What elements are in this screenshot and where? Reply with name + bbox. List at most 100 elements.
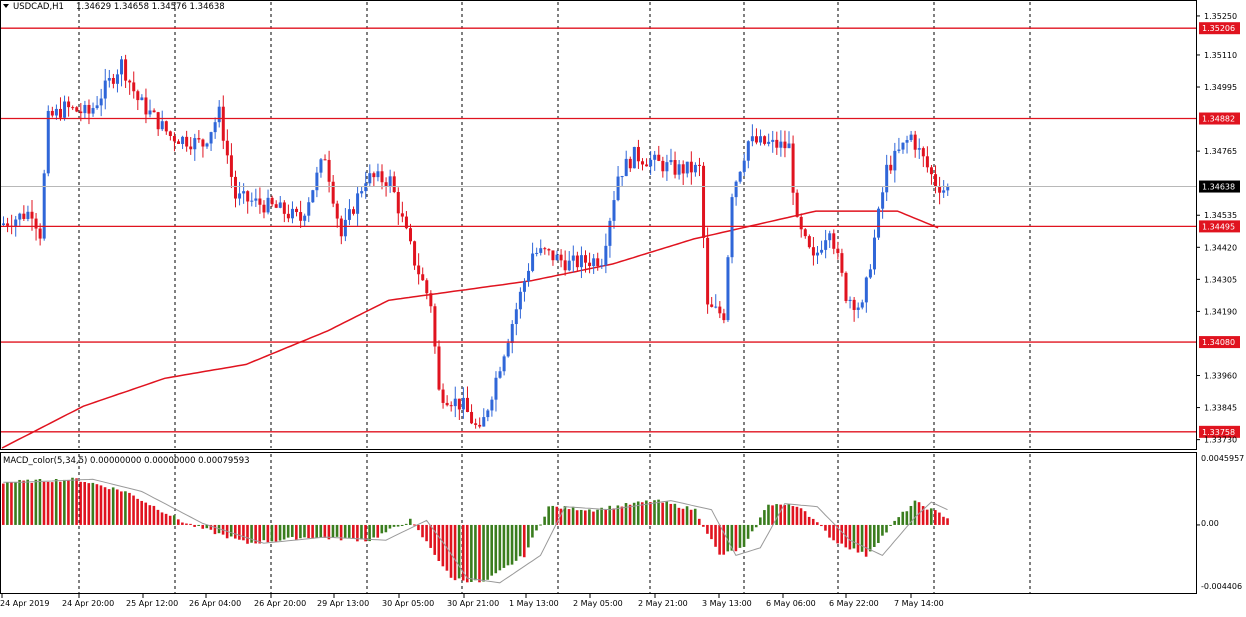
macd-bar: [897, 517, 900, 525]
macd-bar: [632, 502, 636, 525]
macd-bar: [54, 479, 58, 525]
candle-body: [539, 248, 543, 253]
macd-bar: [315, 524, 318, 538]
candle-body: [50, 110, 54, 116]
macd-bar: [795, 506, 799, 525]
candle-body: [816, 252, 819, 256]
macd-bar: [490, 524, 493, 576]
macd-bar: [714, 524, 717, 547]
candle-body: [14, 219, 18, 227]
macd-bar: [799, 508, 803, 525]
candle-body: [67, 101, 71, 108]
candle-body: [608, 220, 612, 246]
macd-bar: [881, 524, 884, 536]
macd-bar: [266, 524, 270, 543]
candle-body: [592, 258, 596, 267]
macd-bar: [168, 515, 172, 525]
price-tick-label: 1.33730: [1204, 436, 1237, 445]
candle-body: [482, 417, 486, 427]
macd-scale-bottom: -0.004406: [1201, 582, 1242, 591]
candle-body: [547, 249, 551, 251]
candle-body: [901, 142, 905, 150]
macd-bar: [58, 481, 62, 525]
level-price-tag: [1199, 22, 1240, 35]
candle-body: [730, 197, 734, 258]
candle-body: [897, 149, 901, 151]
candle-body: [177, 141, 181, 144]
macd-bar: [404, 523, 408, 525]
macd-bar: [156, 509, 160, 525]
macd-bar: [14, 481, 17, 525]
candle-body: [559, 254, 563, 261]
macd-bar: [909, 505, 913, 525]
candle-body: [844, 272, 848, 301]
macd-bar: [290, 524, 294, 537]
macd-bar: [197, 524, 200, 526]
macd-bar: [901, 511, 905, 525]
macd-bar: [832, 524, 835, 541]
candle-body: [746, 141, 750, 161]
candle-body: [889, 164, 893, 171]
macd-bar: [148, 505, 152, 525]
macd-bar: [938, 512, 941, 525]
macd-bar: [934, 510, 937, 525]
macd-bar: [343, 524, 347, 539]
candle-body: [718, 306, 722, 314]
candle-body: [624, 158, 628, 177]
candle-body: [942, 190, 946, 193]
macd-bar: [242, 524, 245, 541]
macd-bar: [697, 518, 701, 525]
candle-body: [254, 198, 258, 201]
candle-body: [856, 307, 860, 310]
macd-bar: [140, 500, 143, 525]
macd-bar: [107, 489, 111, 525]
macd-bar: [872, 524, 876, 547]
macd-bar: [864, 524, 868, 557]
dropdown-triangle-icon[interactable]: [3, 4, 9, 8]
macd-bar: [177, 519, 180, 525]
candle-body: [807, 236, 811, 248]
candle-body: [185, 136, 189, 147]
time-tick-label: 26 Apr 20:00: [254, 599, 306, 608]
macd-bar: [706, 524, 709, 534]
macd-bar: [848, 524, 852, 550]
candle-body: [681, 164, 685, 174]
candle-body: [734, 181, 738, 198]
macd-bar: [738, 524, 742, 548]
price-tick-label: 1.34305: [1204, 275, 1237, 284]
macd-bar: [319, 524, 323, 538]
candle-body: [913, 134, 917, 150]
macd-bar: [449, 524, 453, 578]
candle-body: [392, 176, 396, 193]
macd-bar: [636, 501, 640, 525]
macd-bar: [164, 513, 168, 525]
macd-bar: [181, 522, 184, 525]
macd-bar: [209, 524, 213, 530]
candle-body: [58, 108, 62, 118]
macd-bar: [779, 504, 782, 525]
macd-bar: [657, 499, 660, 525]
candle-body: [315, 172, 319, 191]
candle-body: [115, 74, 119, 84]
macd-bar: [775, 504, 778, 525]
candle-body: [437, 346, 441, 390]
candle-body: [327, 159, 331, 182]
macd-bar: [828, 524, 831, 538]
price-pane-frame: [0, 0, 1197, 450]
price-tick-label: 1.34420: [1204, 243, 1237, 252]
candle-body: [905, 140, 909, 143]
candle-body: [262, 204, 266, 213]
candle-body: [909, 134, 913, 141]
horizontal-levels[interactable]: 1.35206 1.34882 1.34495 1.34080 1.33758: [1, 22, 1240, 438]
macd-bar: [893, 520, 896, 525]
macd-bar: [67, 480, 70, 525]
level-price-text: 1.33758: [1202, 428, 1235, 437]
macd-bar: [860, 524, 864, 552]
candle-body: [470, 411, 474, 424]
candle-body: [689, 161, 693, 173]
candle-body: [917, 148, 921, 150]
time-tick-label: 24 Apr 2019: [0, 599, 49, 608]
candle-body: [795, 192, 799, 217]
